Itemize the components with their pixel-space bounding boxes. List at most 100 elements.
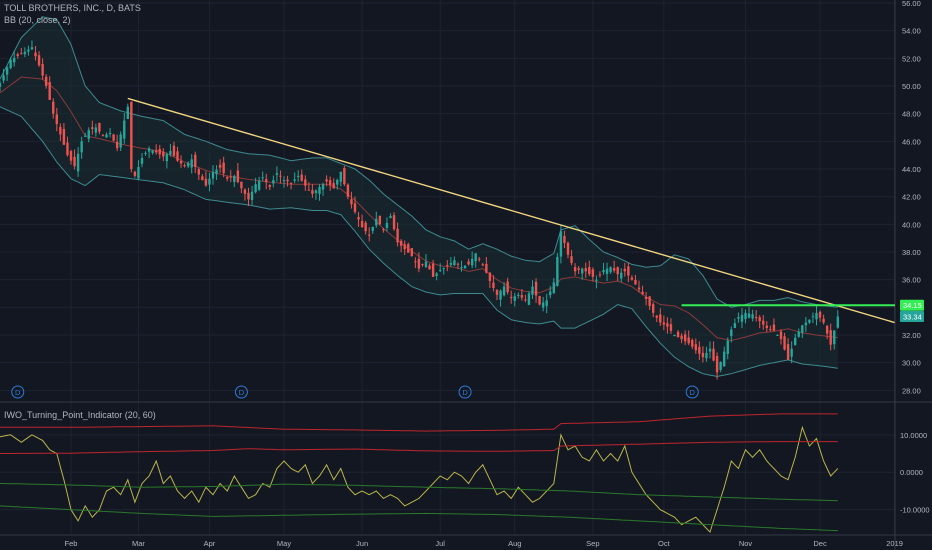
candle-down bbox=[584, 268, 587, 272]
candle-down bbox=[279, 175, 282, 177]
candle-down bbox=[414, 261, 417, 263]
candle-up bbox=[76, 153, 80, 172]
candle-up bbox=[321, 184, 325, 190]
candle-down bbox=[115, 141, 119, 149]
candle-down bbox=[158, 148, 161, 155]
candle-down bbox=[396, 228, 399, 243]
candle-down bbox=[538, 295, 541, 305]
candle-down bbox=[62, 129, 66, 145]
candle-up bbox=[474, 253, 477, 262]
candle-down bbox=[623, 268, 626, 272]
candle-up bbox=[119, 134, 122, 148]
candle-up bbox=[776, 334, 779, 336]
candle-down bbox=[304, 179, 307, 186]
candle-down bbox=[694, 344, 697, 351]
dividend-marker-icon[interactable] bbox=[458, 385, 472, 399]
candle-up bbox=[23, 51, 27, 55]
candle-up bbox=[140, 157, 144, 164]
candle-down bbox=[268, 185, 271, 187]
candle-up bbox=[531, 286, 534, 295]
candle-down bbox=[66, 142, 69, 156]
candle-down bbox=[16, 54, 19, 57]
candle-down bbox=[197, 169, 200, 175]
price-label-box bbox=[900, 299, 924, 311]
candle-down bbox=[48, 82, 51, 100]
candle-down bbox=[34, 52, 37, 57]
oscillator-pane bbox=[0, 413, 839, 534]
candle-down bbox=[598, 274, 602, 276]
candle-up bbox=[293, 179, 296, 181]
time-tick-label: Jul bbox=[435, 539, 445, 548]
dividend-marker-icon[interactable] bbox=[685, 385, 699, 399]
candle-down bbox=[343, 168, 346, 185]
candle-down bbox=[818, 311, 822, 318]
candle-down bbox=[701, 352, 705, 358]
candle-up bbox=[552, 282, 555, 294]
candle-up bbox=[435, 273, 438, 276]
candle-up bbox=[804, 322, 808, 326]
candle-down bbox=[495, 289, 499, 295]
candle-down bbox=[101, 135, 105, 137]
candle-down bbox=[247, 192, 250, 200]
downtrend-line[interactable] bbox=[127, 97, 895, 324]
price-tick-label: 46.00 bbox=[902, 137, 921, 146]
candle-up bbox=[165, 153, 169, 162]
candle-down bbox=[769, 329, 772, 331]
candle-down bbox=[492, 282, 495, 288]
candle-up bbox=[609, 267, 612, 273]
candle-down bbox=[506, 281, 509, 293]
candle-up bbox=[730, 329, 733, 337]
candle-up bbox=[517, 294, 520, 296]
candle-down bbox=[194, 154, 197, 167]
bollinger-fill-area bbox=[0, 16, 838, 377]
candle-up bbox=[453, 260, 456, 266]
candle-down bbox=[133, 171, 137, 176]
oscillator-oscillator-line bbox=[0, 425, 839, 534]
candle-down bbox=[779, 331, 783, 340]
candle-down bbox=[204, 178, 208, 186]
candle-up bbox=[449, 263, 453, 265]
candle-down bbox=[712, 348, 715, 361]
candle-up bbox=[30, 47, 34, 50]
candle-up bbox=[790, 348, 793, 357]
candle-down bbox=[226, 177, 229, 179]
candle-up bbox=[314, 190, 318, 193]
candle-up bbox=[723, 351, 726, 367]
price-tick-label: 40.00 bbox=[902, 220, 921, 229]
candle-down bbox=[520, 295, 524, 298]
candle-up bbox=[190, 159, 193, 168]
price-label-text: 33.34 bbox=[903, 312, 922, 321]
candle-down bbox=[691, 340, 694, 347]
candle-down bbox=[666, 323, 669, 327]
candle-down bbox=[346, 184, 350, 197]
candle-up bbox=[602, 269, 605, 273]
candle-up bbox=[545, 300, 548, 307]
candle-down bbox=[357, 216, 360, 220]
candle-down bbox=[417, 258, 421, 269]
candle-down bbox=[758, 317, 761, 322]
dividend-marker-icon[interactable] bbox=[234, 385, 248, 399]
candle-down bbox=[392, 215, 396, 230]
candle-down bbox=[243, 189, 247, 194]
candle-down bbox=[829, 330, 832, 345]
time-tick-label: Apr bbox=[204, 539, 216, 548]
candle-up bbox=[5, 67, 9, 75]
oscillator-tick-label: 10.0000 bbox=[900, 431, 927, 440]
candle-down bbox=[222, 162, 225, 174]
drawing-lines[interactable] bbox=[127, 97, 895, 324]
candle-down bbox=[410, 248, 413, 257]
candle-down bbox=[616, 267, 619, 275]
candle-up bbox=[375, 218, 378, 226]
candle-up bbox=[513, 296, 516, 301]
candle-down bbox=[229, 176, 232, 178]
dividend-marker-icon[interactable] bbox=[11, 385, 25, 399]
candle-up bbox=[595, 279, 598, 281]
candle-down bbox=[481, 264, 484, 266]
candle-down bbox=[683, 334, 687, 342]
candle-down bbox=[378, 215, 382, 225]
candle-up bbox=[581, 268, 584, 274]
candle-down bbox=[467, 261, 470, 265]
oscillator-tick-label: 0.0000 bbox=[900, 468, 923, 477]
